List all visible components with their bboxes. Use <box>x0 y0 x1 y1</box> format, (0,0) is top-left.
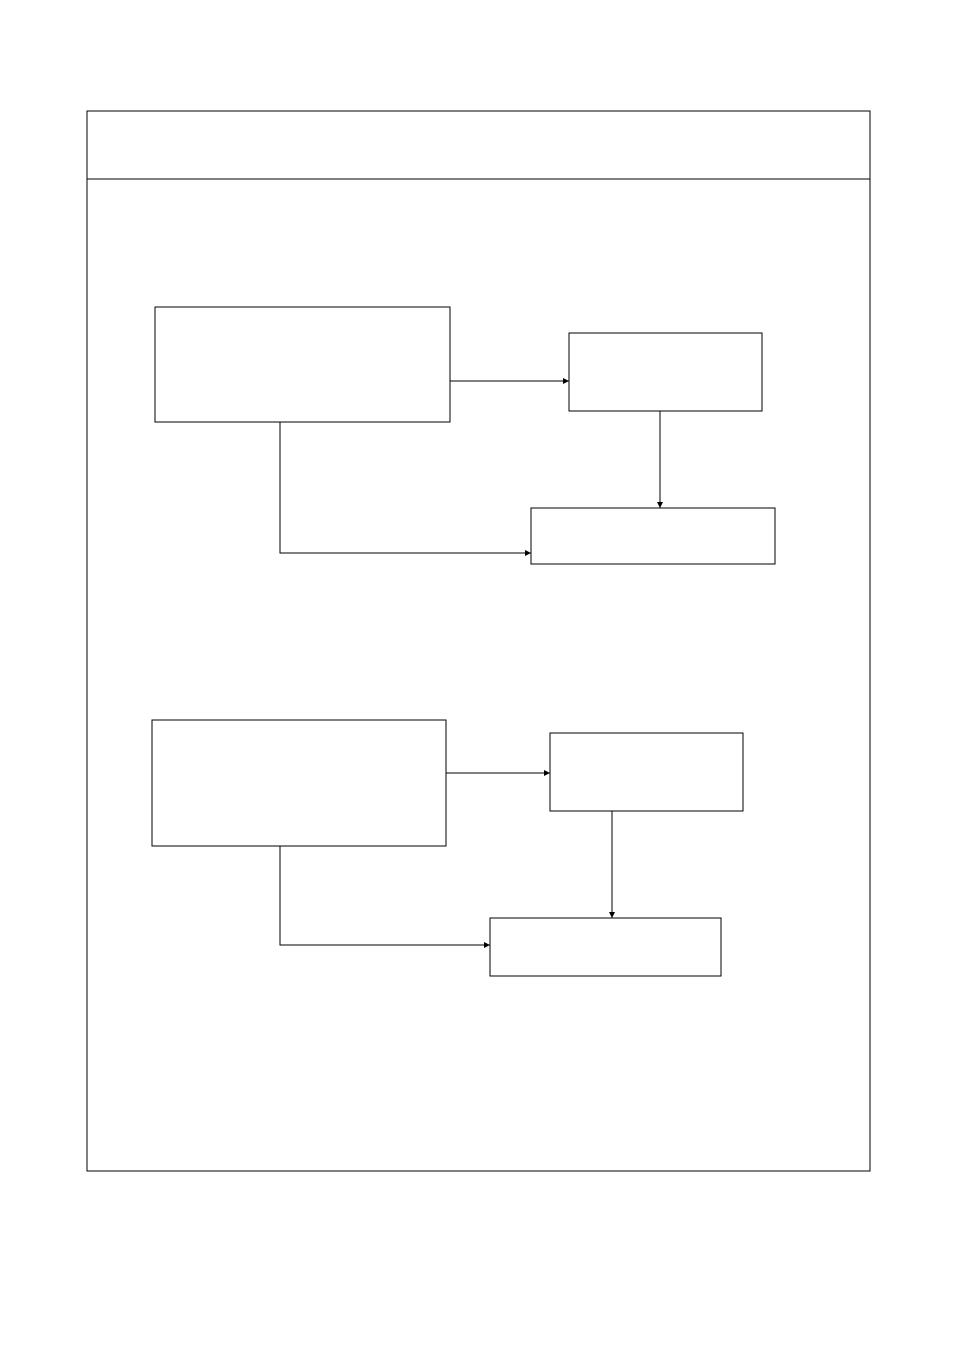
node-n3 <box>531 508 775 564</box>
node-n4 <box>152 720 446 846</box>
outer-borders <box>87 111 870 1171</box>
node-n6 <box>490 918 721 976</box>
node-n1 <box>155 307 450 422</box>
diagram-canvas <box>0 0 954 1351</box>
node-n5 <box>550 733 743 811</box>
node-n2 <box>569 333 762 411</box>
outer-border-header <box>87 111 870 179</box>
